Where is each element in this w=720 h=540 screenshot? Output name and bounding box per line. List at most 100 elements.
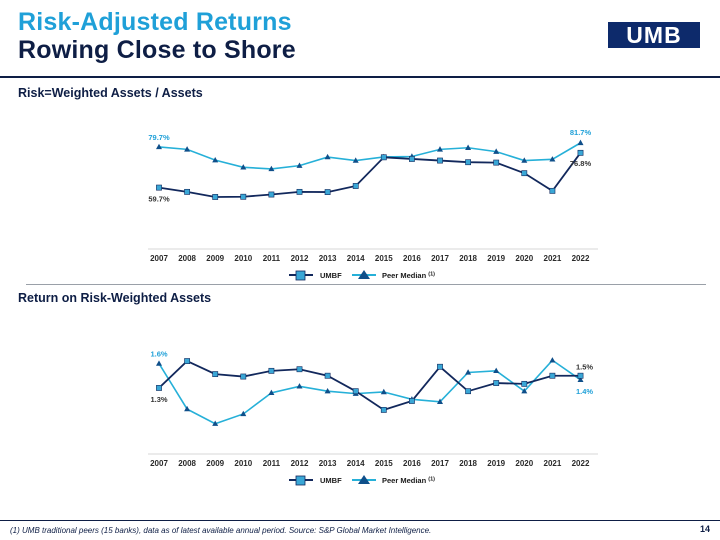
x-tick-label: 2019 [487,459,505,468]
x-tick-label: 2009 [206,459,224,468]
x-tick-label: 2016 [403,459,421,468]
peer-median-point [268,389,275,396]
peer-median-point [549,156,556,162]
peer-median-line [158,142,581,170]
x-tick-label: 2015 [375,254,393,263]
peer-median-line [158,359,581,425]
x-tick-label: 2011 [263,459,281,468]
return-rwa-chart: 2007 2008 2009 2010 2011 2012 2013 2014 2015 2016… [148,350,598,486]
peer-first-label: 79.7% [148,133,170,142]
umbf-point [184,188,190,195]
umbf-point [493,380,500,386]
peer-median-point [577,376,584,382]
logo-text: UMB [626,22,682,48]
umbf-point [437,157,443,164]
peer-median-point [212,420,219,426]
peer-median-point [380,388,387,395]
umbf-point [212,371,219,378]
peer-median-point [352,157,359,163]
umbf-first-label: 1.3% [150,395,167,404]
header-rule [0,76,720,78]
peer-median-point [324,153,331,160]
legend-peer-marker [358,270,370,279]
peer-median-point [212,156,219,163]
peer-median-point [493,148,500,154]
x-tick-label: 2007 [150,254,168,263]
peer-median-point [465,144,472,150]
peer-median-point [268,165,275,172]
chart1-title: Risk=Weighted Assets / Assets [18,86,203,100]
x-tick-label: 2010 [234,459,252,468]
x-tick-label: 2008 [178,459,196,468]
x-tick-label: 2014 [347,254,365,263]
umbf-point [408,156,415,162]
x-tick-label: 2012 [291,254,309,263]
legend-peer-marker [358,475,370,484]
umb-logo: UMB [608,22,700,48]
peer-median-point [156,360,162,366]
umbf-point [352,388,359,395]
umbf-last-label: 76.8% [570,159,592,168]
umbf-point [240,373,247,380]
umbf-point [240,193,247,200]
x-tick-label: 2021 [544,254,562,263]
peer-median-point [521,157,528,163]
umbf-point [465,388,471,395]
umbf-point [521,170,528,177]
peer-median-point [156,143,162,150]
umbf-point [184,358,190,364]
peer-last-label: 81.7% [570,128,592,137]
peer-first-label: 1.6% [150,350,167,359]
umbf-point [324,189,331,195]
umbf-point [380,154,387,161]
umbf-point [549,372,556,379]
x-tick-label: 2018 [459,459,477,468]
umbf-point [352,183,359,189]
legend-peer-footnote-ref: (1) [428,272,435,278]
x-tick-label: 2013 [319,459,337,468]
peer-median-point [437,398,443,404]
umbf-point [437,363,443,370]
umbf-point [156,385,162,391]
page-number: 14 [700,524,711,534]
umbf-last-label: 1.5% [576,363,593,372]
umbf-point [268,191,275,198]
umbf-point [577,149,584,156]
title-line-2: Rowing Close to Shore [18,36,296,64]
x-tick-label: 2022 [572,459,590,468]
x-tick-label: 2020 [515,459,533,468]
umbf-point [549,187,556,194]
x-tick-label: 2017 [431,254,449,263]
peer-median-point [296,383,303,389]
legend-peer-label: Peer Median (1) [382,476,435,485]
umbf-point [408,398,415,404]
x-tick-label: 2013 [319,254,337,263]
title-line-1: Risk-Adjusted Returns [18,8,292,36]
peer-median-point [521,387,528,394]
chart2-title: Return on Risk-Weighted Assets [18,291,212,305]
umbf-point [521,380,528,387]
peer-median-point [240,164,247,170]
umbf-point [493,159,500,166]
legend-umbf-marker [295,270,306,281]
legend-umbf-label: UMBF [320,476,342,485]
section-divider [26,284,706,285]
footnote: (1) UMB traditional peers (15 banks), da… [10,526,432,535]
peer-median-point [240,410,247,417]
x-tick-label: 2022 [572,254,590,263]
x-tick-label: 2015 [375,459,393,468]
legend-peer-label: Peer Median (1) [382,271,435,280]
peer-median-point [184,405,191,412]
umbf-line [158,152,582,198]
rwa-assets-chart: 2007 2008 2009 2010 2011 2012 2013 2014 2015 2016… [148,128,598,281]
umbf-line [158,360,581,411]
x-tick-label: 2012 [291,459,309,468]
umbf-point [296,188,303,195]
peer-last-label: 1.4% [576,387,593,396]
x-tick-label: 2016 [403,254,421,263]
x-tick-label: 2017 [431,459,449,468]
umbf-point [465,159,471,166]
peer-median-point [184,146,191,152]
x-tick-label: 2009 [206,254,224,263]
umbf-point [156,184,162,191]
